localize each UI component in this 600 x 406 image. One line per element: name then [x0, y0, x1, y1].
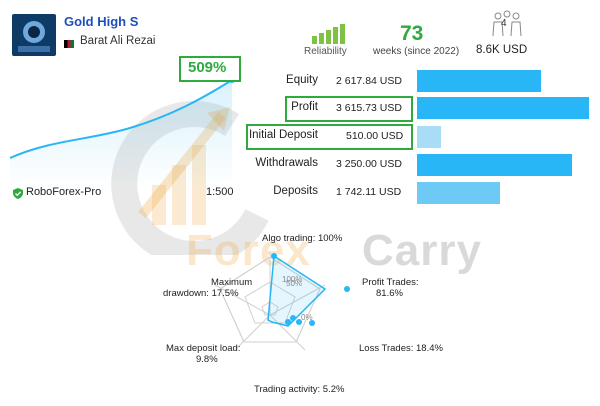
- metric-value-withdrawals: 3 250.00 USD: [336, 158, 402, 170]
- metric-label-equity: Equity: [286, 74, 318, 86]
- reliability-bars-icon: [312, 24, 345, 44]
- subscribers-icon: [492, 10, 522, 37]
- metric-label-withdrawals: Withdrawals: [255, 157, 318, 169]
- metric-label-profit: Profit: [291, 101, 318, 113]
- metric-bar-equity: [417, 70, 541, 92]
- radar-point-algo: [271, 253, 277, 259]
- radar-label-drawdown-1: Maximum: [211, 277, 253, 288]
- metric-bar-profit: [417, 97, 589, 119]
- metric-value-deposits: 1 742.11 USD: [336, 186, 402, 198]
- radar-label-load-2: 9.8%: [196, 354, 218, 365]
- radar-label-loss: Loss Trades: 18.4%: [359, 343, 443, 354]
- broker-name[interactable]: RoboForex-Pro: [26, 186, 102, 198]
- weeks-count: 73: [400, 22, 424, 45]
- radar-ring-50: 50%: [286, 279, 303, 288]
- metric-bar-deposits: [417, 182, 500, 204]
- radar-ring-0: 0%: [301, 313, 313, 322]
- radar-chart: [214, 252, 350, 351]
- radar-point-loss: [309, 320, 315, 326]
- radar-point-load: [290, 315, 296, 321]
- subscribers-count: 4: [501, 18, 507, 29]
- initial-deposit-highlight-box: [246, 124, 413, 150]
- metric-value-initial-deposit: 510.00 USD: [346, 130, 404, 142]
- watermark-text-carry: Carry: [362, 226, 482, 275]
- shield-check-icon: [13, 188, 23, 199]
- author-name[interactable]: Barat Ali Rezai: [80, 35, 156, 47]
- metric-bar-withdrawals: [417, 154, 572, 176]
- signal-avatar[interactable]: [12, 14, 56, 56]
- metric-label-deposits: Deposits: [273, 185, 318, 197]
- metric-value-equity: 2 617.84 USD: [336, 75, 402, 87]
- signal-title[interactable]: Gold High S: [64, 14, 139, 29]
- radar-label-load-1: Max deposit load:: [166, 343, 241, 354]
- radar-label-profit-2: 81.6%: [376, 288, 403, 299]
- weeks-label: weeks (since 2022): [373, 46, 460, 57]
- radar-point-profit: [344, 286, 350, 292]
- growth-value: 509%: [188, 59, 227, 76]
- growth-chart: [9, 77, 235, 190]
- metric-value-profit: 3 615.73 USD: [336, 102, 402, 114]
- radar-point-drawdown: [285, 319, 291, 325]
- radar-shape: [267, 254, 327, 327]
- radar-label-algo: Algo trading: 100%: [262, 233, 343, 244]
- metric-label-initial-deposit: Initial Deposit: [248, 129, 318, 141]
- reliability-label: Reliability: [304, 46, 347, 57]
- growth-line: [9, 79, 233, 159]
- subscribers-funds: 8.6K USD: [476, 44, 528, 56]
- metric-bar-initial-deposit: [417, 126, 441, 148]
- radar-label-activity: Trading activity: 5.2%: [254, 384, 345, 395]
- watermark-text-forex: Forex: [186, 226, 311, 275]
- profit-highlight-box: [285, 96, 413, 122]
- flag-icon: [64, 40, 74, 48]
- radar-ring-100: 100%: [282, 275, 303, 284]
- growth-highlight-box: [179, 56, 241, 82]
- leverage: 1:500: [206, 186, 234, 198]
- radar-label-drawdown-2: drawdown: 17.5%: [163, 288, 239, 299]
- radar-point-activity: [296, 319, 302, 325]
- radar-label-profit-1: Profit Trades:: [362, 277, 419, 288]
